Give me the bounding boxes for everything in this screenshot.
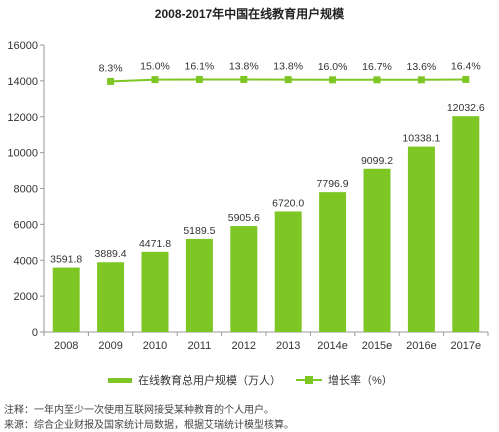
growth-value-label: 13.6% [407,61,437,73]
y-tick-label: 16000 [7,40,38,52]
growth-marker [240,75,248,83]
bar-value-label: 7796.9 [317,178,349,190]
x-axis: 2008 2009 2010 2011 2012 2013 2014e 2015e 2016e 2… [43,331,489,352]
y-tick-label: 6000 [14,219,38,231]
legend-line-swatch [296,376,322,384]
growth-value-label: 13.8% [229,60,259,72]
x-tick-label: 2010 [143,340,167,352]
x-tick-label: 2014e [317,340,348,352]
x-tick-label: 2011 [188,340,212,352]
y-tick-label: 10000 [7,148,38,160]
chart-title: 2008-2017年中国在线教育用户规模 [154,7,345,21]
growth-value-label: 16.0% [318,61,348,73]
growth-value-labels: 8.3% 15.0% 16.1% 13.8% 13.8% 16.0% 16.7% 13.6% 1… [99,60,481,74]
footnote-note: 注释：一年内至少一次使用互联网接受某种教育的个人用户。 [4,405,274,416]
footnote-source: 来源：综合企业财报及国家统计局数据，根据艾瑞统计模型核算。 [4,420,294,431]
growth-value-label: 13.8% [273,61,303,73]
growth-marker [284,76,292,84]
bar [363,168,391,332]
legend-item-line: 增长率（%） [296,372,393,388]
bar-value-labels: 3591.8 3889.4 4471.8 5189.5 5905.6 6720.0 7796… [50,102,485,265]
bar [141,251,169,332]
growth-marker [151,76,159,84]
x-tick-label: 2013 [276,340,300,352]
growth-value-label: 8.3% [99,62,123,74]
legend-line-label: 增长率（%） [328,375,393,387]
growth-marker [329,76,337,84]
bar-value-label: 10338.1 [402,133,440,145]
x-tick-label: 2009 [98,340,122,352]
x-tick-label: 2012 [232,340,256,352]
growth-value-label: 15.0% [140,61,170,73]
legend-bar-label: 在线教育总用户规模（万人） [138,375,281,387]
legend-bar-swatch [108,377,132,383]
bar-value-label: 3591.8 [50,254,82,266]
bar [185,238,213,332]
bar [97,262,125,332]
bar-series [52,116,480,332]
bar [452,116,480,332]
y-axis: 0 2000 4000 6000 8000 10000 12000 14000 16000 [7,40,45,339]
y-tick-label: 8000 [14,184,38,196]
bar [319,192,347,332]
growth-marker [373,76,381,84]
growth-line-series [107,75,470,85]
x-tick-label: 2008 [54,340,78,352]
x-tick-label: 2017e [451,340,482,352]
y-tick-label: 2000 [14,291,38,303]
bar [274,211,302,332]
growth-marker [417,76,425,84]
bar-value-label: 3889.4 [95,248,127,260]
growth-value-label: 16.4% [451,60,481,72]
growth-value-label: 16.7% [362,61,392,73]
growth-value-label: 16.1% [185,60,215,72]
growth-marker [462,75,470,83]
y-tick-label: 4000 [14,255,38,267]
growth-marker [107,77,115,85]
bar-value-label: 5189.5 [183,225,215,237]
bar [52,267,80,332]
bar-value-label: 12032.6 [447,102,485,114]
bar [407,146,435,332]
x-tick-label: 2015e [362,340,393,352]
bar-value-label: 4471.8 [139,238,171,250]
x-tick-label: 2016e [406,340,437,352]
y-tick-label: 12000 [7,112,38,124]
bar [230,226,258,332]
y-tick-label: 0 [32,327,38,339]
growth-marker [195,75,203,83]
y-tick-label: 14000 [7,76,38,88]
bar-value-label: 5905.6 [228,212,260,224]
bar-value-label: 6720.0 [272,197,304,209]
legend-item-bar: 在线教育总用户规模（万人） [108,372,281,388]
bar-value-label: 9099.2 [361,155,393,167]
